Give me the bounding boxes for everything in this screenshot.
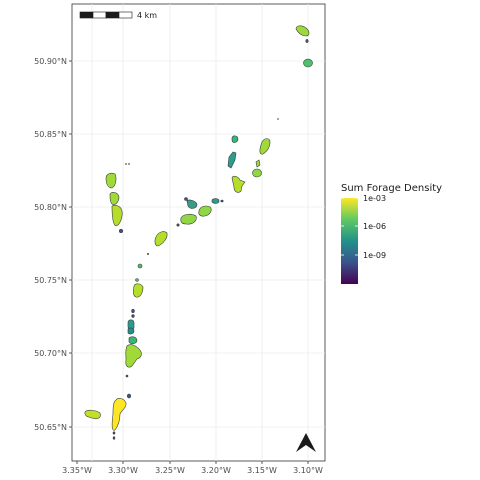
patch-me-17	[277, 118, 279, 120]
y-tick-label: 50.90°N	[34, 57, 67, 66]
patch-me-15	[137, 263, 143, 269]
legend-title: Sum Forage Density	[341, 183, 442, 194]
legend: Sum Forage Density 1e-03 1e-06 1e-09	[341, 183, 442, 284]
patch-c-8	[125, 344, 142, 368]
patch-me-13	[220, 199, 224, 203]
patch-c-2	[135, 278, 139, 282]
x-tick-label: 3.35°W	[62, 466, 92, 475]
patch-me-10	[180, 213, 197, 225]
patch-c-6	[127, 327, 135, 335]
patch-ne-small	[305, 39, 309, 43]
legend-colorbar	[341, 198, 358, 284]
patch-w-2	[109, 192, 120, 205]
scale-bar-seg-4	[118, 11, 133, 19]
patch-me-16	[147, 253, 150, 256]
scale-bar-label: 4 km	[137, 11, 157, 20]
patch-me-3	[259, 138, 271, 155]
patch-w-6	[128, 163, 130, 165]
patch-w-1	[105, 172, 117, 189]
patch-me-6	[231, 175, 246, 193]
scale-bar-seg-3	[105, 11, 120, 19]
patch-me-14	[154, 231, 168, 247]
forage-patches	[84, 25, 313, 440]
legend-label: 1e-09	[363, 251, 386, 260]
x-tick-label: 3.30°W	[108, 466, 138, 475]
patch-c-9	[125, 374, 129, 378]
patch-me-9	[186, 199, 198, 209]
patch-c-7	[128, 336, 138, 345]
patch-c-3	[131, 308, 135, 313]
x-tick-label: 3.25°W	[155, 466, 185, 475]
patch-s-dot-1	[112, 431, 116, 435]
scale-bar-seg-1	[79, 11, 94, 19]
patch-w-3	[111, 204, 123, 227]
x-tick-label: 3.20°W	[201, 466, 231, 475]
legend-label: 1e-06	[363, 222, 386, 231]
y-tick-label: 50.85°N	[34, 130, 67, 139]
y-tick-label: 50.65°N	[34, 423, 67, 432]
patch-w-4	[119, 229, 124, 234]
patch-ne-top	[295, 25, 310, 37]
patch-me-5	[252, 168, 262, 178]
patch-me-1	[231, 135, 239, 143]
patch-ne-round	[303, 58, 313, 68]
x-axis: 3.35°W 3.30°W 3.25°W 3.20°W 3.15°W 3.10°…	[62, 461, 323, 475]
patch-w-5	[125, 163, 127, 165]
patch-me-4	[255, 159, 261, 168]
patch-c-1	[133, 283, 144, 298]
patch-c-10	[127, 393, 132, 399]
y-tick-label: 50.75°N	[34, 276, 67, 285]
patch-s-yellow	[111, 398, 127, 431]
patch-me-2	[227, 151, 237, 169]
x-tick-label: 3.10°W	[293, 466, 323, 475]
patch-me-12	[176, 223, 180, 227]
y-axis: 50.90°N 50.85°N 50.80°N 50.75°N 50.70°N …	[34, 57, 72, 432]
x-tick-label: 3.15°W	[247, 466, 277, 475]
patch-me-7	[211, 198, 220, 204]
y-tick-label: 50.80°N	[34, 203, 67, 212]
scale-bar: 4 km	[79, 11, 157, 20]
map-panel	[71, 3, 326, 462]
patch-me-8	[198, 205, 212, 217]
patch-s-west	[84, 409, 101, 420]
scale-bar-seg-2	[92, 11, 107, 19]
y-tick-label: 50.70°N	[34, 349, 67, 358]
legend-label: 1e-03	[363, 194, 386, 203]
patch-c-4	[131, 314, 135, 318]
patch-me-11	[184, 197, 188, 201]
north-arrow-icon	[296, 433, 316, 452]
patch-s-dot-2	[112, 436, 116, 440]
